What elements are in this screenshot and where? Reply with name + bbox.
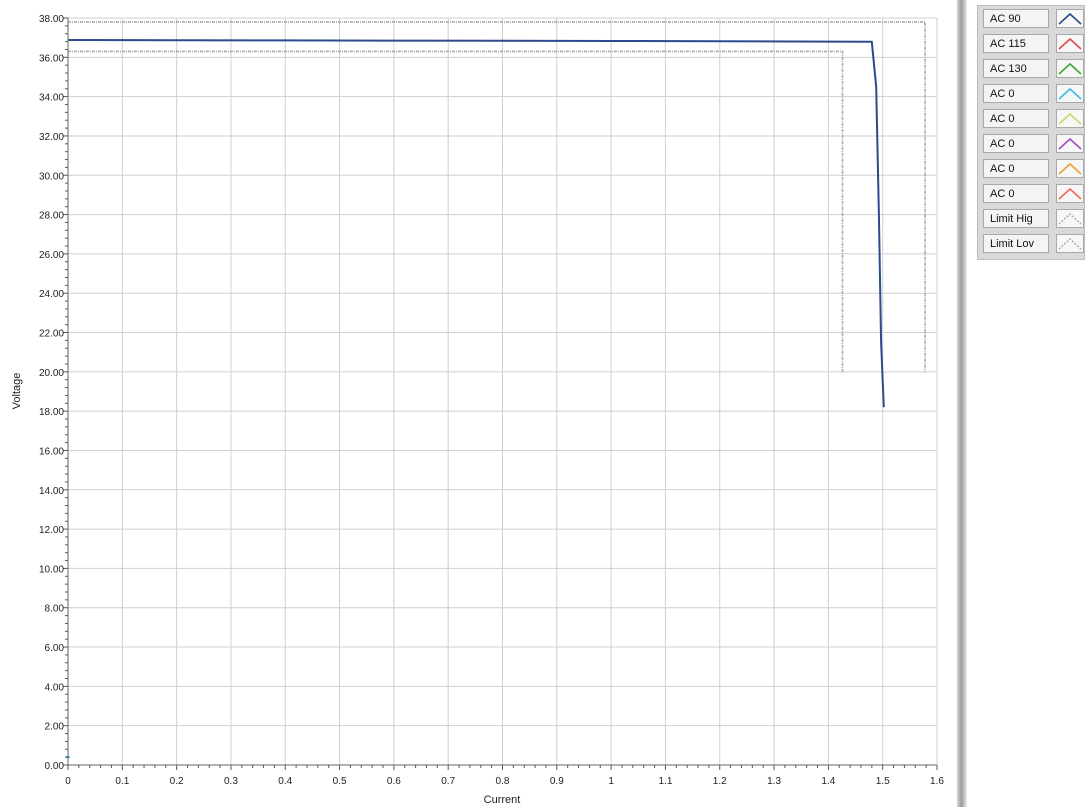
line-style-icon bbox=[1058, 62, 1082, 75]
legend-line-sample bbox=[1058, 112, 1082, 125]
x-tick-label: 1.5 bbox=[876, 776, 890, 787]
legend-label: AC 130 bbox=[983, 59, 1049, 78]
y-tick-label: 36.00 bbox=[39, 53, 64, 64]
y-tick-label: 8.00 bbox=[45, 604, 65, 615]
legend-row[interactable]: AC 0 bbox=[978, 182, 1084, 207]
y-tick-label: 32.00 bbox=[39, 132, 64, 143]
panel-divider[interactable] bbox=[957, 0, 967, 807]
legend-row[interactable]: Limit Hig bbox=[978, 207, 1084, 232]
x-tick-label: 0.1 bbox=[115, 776, 129, 787]
y-tick-label: 12.00 bbox=[39, 525, 64, 536]
legend-swatch-icon[interactable] bbox=[1056, 134, 1084, 153]
x-axis-title: Current bbox=[484, 794, 521, 806]
legend-swatch-icon[interactable] bbox=[1056, 84, 1084, 103]
y-tick-label: 0.00 bbox=[45, 761, 65, 772]
x-tick-label: 0.3 bbox=[224, 776, 238, 787]
x-tick-label: 0.7 bbox=[441, 776, 455, 787]
y-tick-label: 24.00 bbox=[39, 289, 64, 300]
y-tick-label: 34.00 bbox=[39, 93, 64, 104]
legend-line-sample bbox=[1058, 62, 1082, 75]
y-tick-label: 6.00 bbox=[45, 643, 65, 654]
legend-swatch-icon[interactable] bbox=[1056, 109, 1084, 128]
y-tick-label: 14.00 bbox=[39, 486, 64, 497]
line-style-icon bbox=[1058, 37, 1082, 50]
legend-swatch-icon[interactable] bbox=[1056, 9, 1084, 28]
legend-row[interactable]: Limit Lov bbox=[978, 232, 1084, 257]
legend-label: AC 0 bbox=[983, 184, 1049, 203]
legend-line-sample bbox=[1058, 12, 1082, 25]
legend-swatch-icon[interactable] bbox=[1056, 209, 1084, 228]
legend-line-sample bbox=[1058, 162, 1082, 175]
legend-label: AC 0 bbox=[983, 84, 1049, 103]
y-tick-label: 18.00 bbox=[39, 407, 64, 418]
voltage-current-chart: 0 0.1 0.2 0.3 0.4 0.5 0.6 0.7 0.8 0.9 1 1.1 1.2 1.3 1.… bbox=[11, 14, 944, 806]
legend-line-sample bbox=[1058, 187, 1082, 200]
y-tick-label: 2.00 bbox=[45, 722, 65, 733]
grid-layer bbox=[67, 17, 938, 766]
line-style-icon bbox=[1058, 12, 1082, 25]
axis-layer bbox=[63, 17, 938, 770]
y-tick-label: 20.00 bbox=[39, 368, 64, 379]
legend-label: AC 0 bbox=[983, 159, 1049, 178]
x-tick-label: 1.3 bbox=[767, 776, 781, 787]
x-tick-label: 0.8 bbox=[496, 776, 510, 787]
y-tick-label: 28.00 bbox=[39, 211, 64, 222]
y-tick-label: 26.00 bbox=[39, 250, 64, 261]
legend-swatch-icon[interactable] bbox=[1056, 34, 1084, 53]
legend-row[interactable]: AC 90 bbox=[978, 7, 1084, 32]
legend-swatch-icon[interactable] bbox=[1056, 59, 1084, 78]
legend-row[interactable]: AC 0 bbox=[978, 107, 1084, 132]
legend-line-sample bbox=[1058, 238, 1082, 250]
legend-label: AC 90 bbox=[983, 9, 1049, 28]
line-style-icon bbox=[1058, 187, 1082, 200]
x-tick-label: 1 bbox=[608, 776, 614, 787]
x-tick-label: 1.4 bbox=[821, 776, 835, 787]
legend-row[interactable]: AC 0 bbox=[978, 157, 1084, 182]
x-tick-label: 0.9 bbox=[550, 776, 564, 787]
legend-label: AC 0 bbox=[983, 109, 1049, 128]
x-tick-label: 1.2 bbox=[713, 776, 727, 787]
y-tick-label: 10.00 bbox=[39, 564, 64, 575]
legend-swatch-icon[interactable] bbox=[1056, 234, 1084, 253]
line-style-icon bbox=[1058, 238, 1082, 250]
legend-line-sample bbox=[1058, 87, 1082, 100]
legend-label: AC 115 bbox=[983, 34, 1049, 53]
legend-panel: AC 90 AC 115 AC 130 AC 0 AC 0 AC 0 AC 0 AC 0 Lim… bbox=[967, 0, 1086, 807]
line-style-icon bbox=[1058, 112, 1082, 125]
legend-row[interactable]: AC 0 bbox=[978, 132, 1084, 157]
y-tick-label: 22.00 bbox=[39, 329, 64, 340]
legend-row[interactable]: AC 130 bbox=[978, 57, 1084, 82]
legend-label: Limit Lov bbox=[983, 234, 1049, 253]
x-tick-label: 0.6 bbox=[387, 776, 401, 787]
series-line-8 bbox=[68, 21, 926, 372]
line-style-icon bbox=[1058, 137, 1082, 150]
legend-row[interactable]: AC 115 bbox=[978, 32, 1084, 57]
x-tick-label: 1.1 bbox=[658, 776, 672, 787]
y-tick-label: 38.00 bbox=[39, 14, 64, 25]
y-tick-label: 16.00 bbox=[39, 446, 64, 457]
legend-line-sample bbox=[1058, 37, 1082, 50]
legend-row[interactable]: AC 0 bbox=[978, 82, 1084, 107]
legend-swatch-icon[interactable] bbox=[1056, 159, 1084, 178]
legend-label: AC 0 bbox=[983, 134, 1049, 153]
x-tick-label: 0.5 bbox=[333, 776, 347, 787]
series-line-9 bbox=[68, 50, 844, 372]
legend-line-sample bbox=[1058, 213, 1082, 225]
y-tick-label: 4.00 bbox=[45, 682, 65, 693]
x-tick-label: 0.2 bbox=[170, 776, 184, 787]
line-style-icon bbox=[1058, 162, 1082, 175]
y-axis-title: Voltage bbox=[11, 373, 23, 410]
line-style-icon bbox=[1058, 87, 1082, 100]
legend-line-sample bbox=[1058, 137, 1082, 150]
legend-label: Limit Hig bbox=[983, 209, 1049, 228]
x-tick-label: 0 bbox=[65, 776, 71, 787]
legend-swatch-icon[interactable] bbox=[1056, 184, 1084, 203]
tick-label-layer: 0 0.1 0.2 0.3 0.4 0.5 0.6 0.7 0.8 0.9 1 1.1 1.2 1.3 1.… bbox=[39, 14, 944, 787]
x-tick-label: 1.6 bbox=[930, 776, 944, 787]
y-tick-label: 30.00 bbox=[39, 171, 64, 182]
series-line-0 bbox=[67, 39, 885, 408]
line-style-icon bbox=[1058, 213, 1082, 225]
plot-legend: AC 90 AC 115 AC 130 AC 0 AC 0 AC 0 AC 0 AC 0 Lim… bbox=[977, 5, 1085, 260]
x-tick-label: 0.4 bbox=[278, 776, 292, 787]
